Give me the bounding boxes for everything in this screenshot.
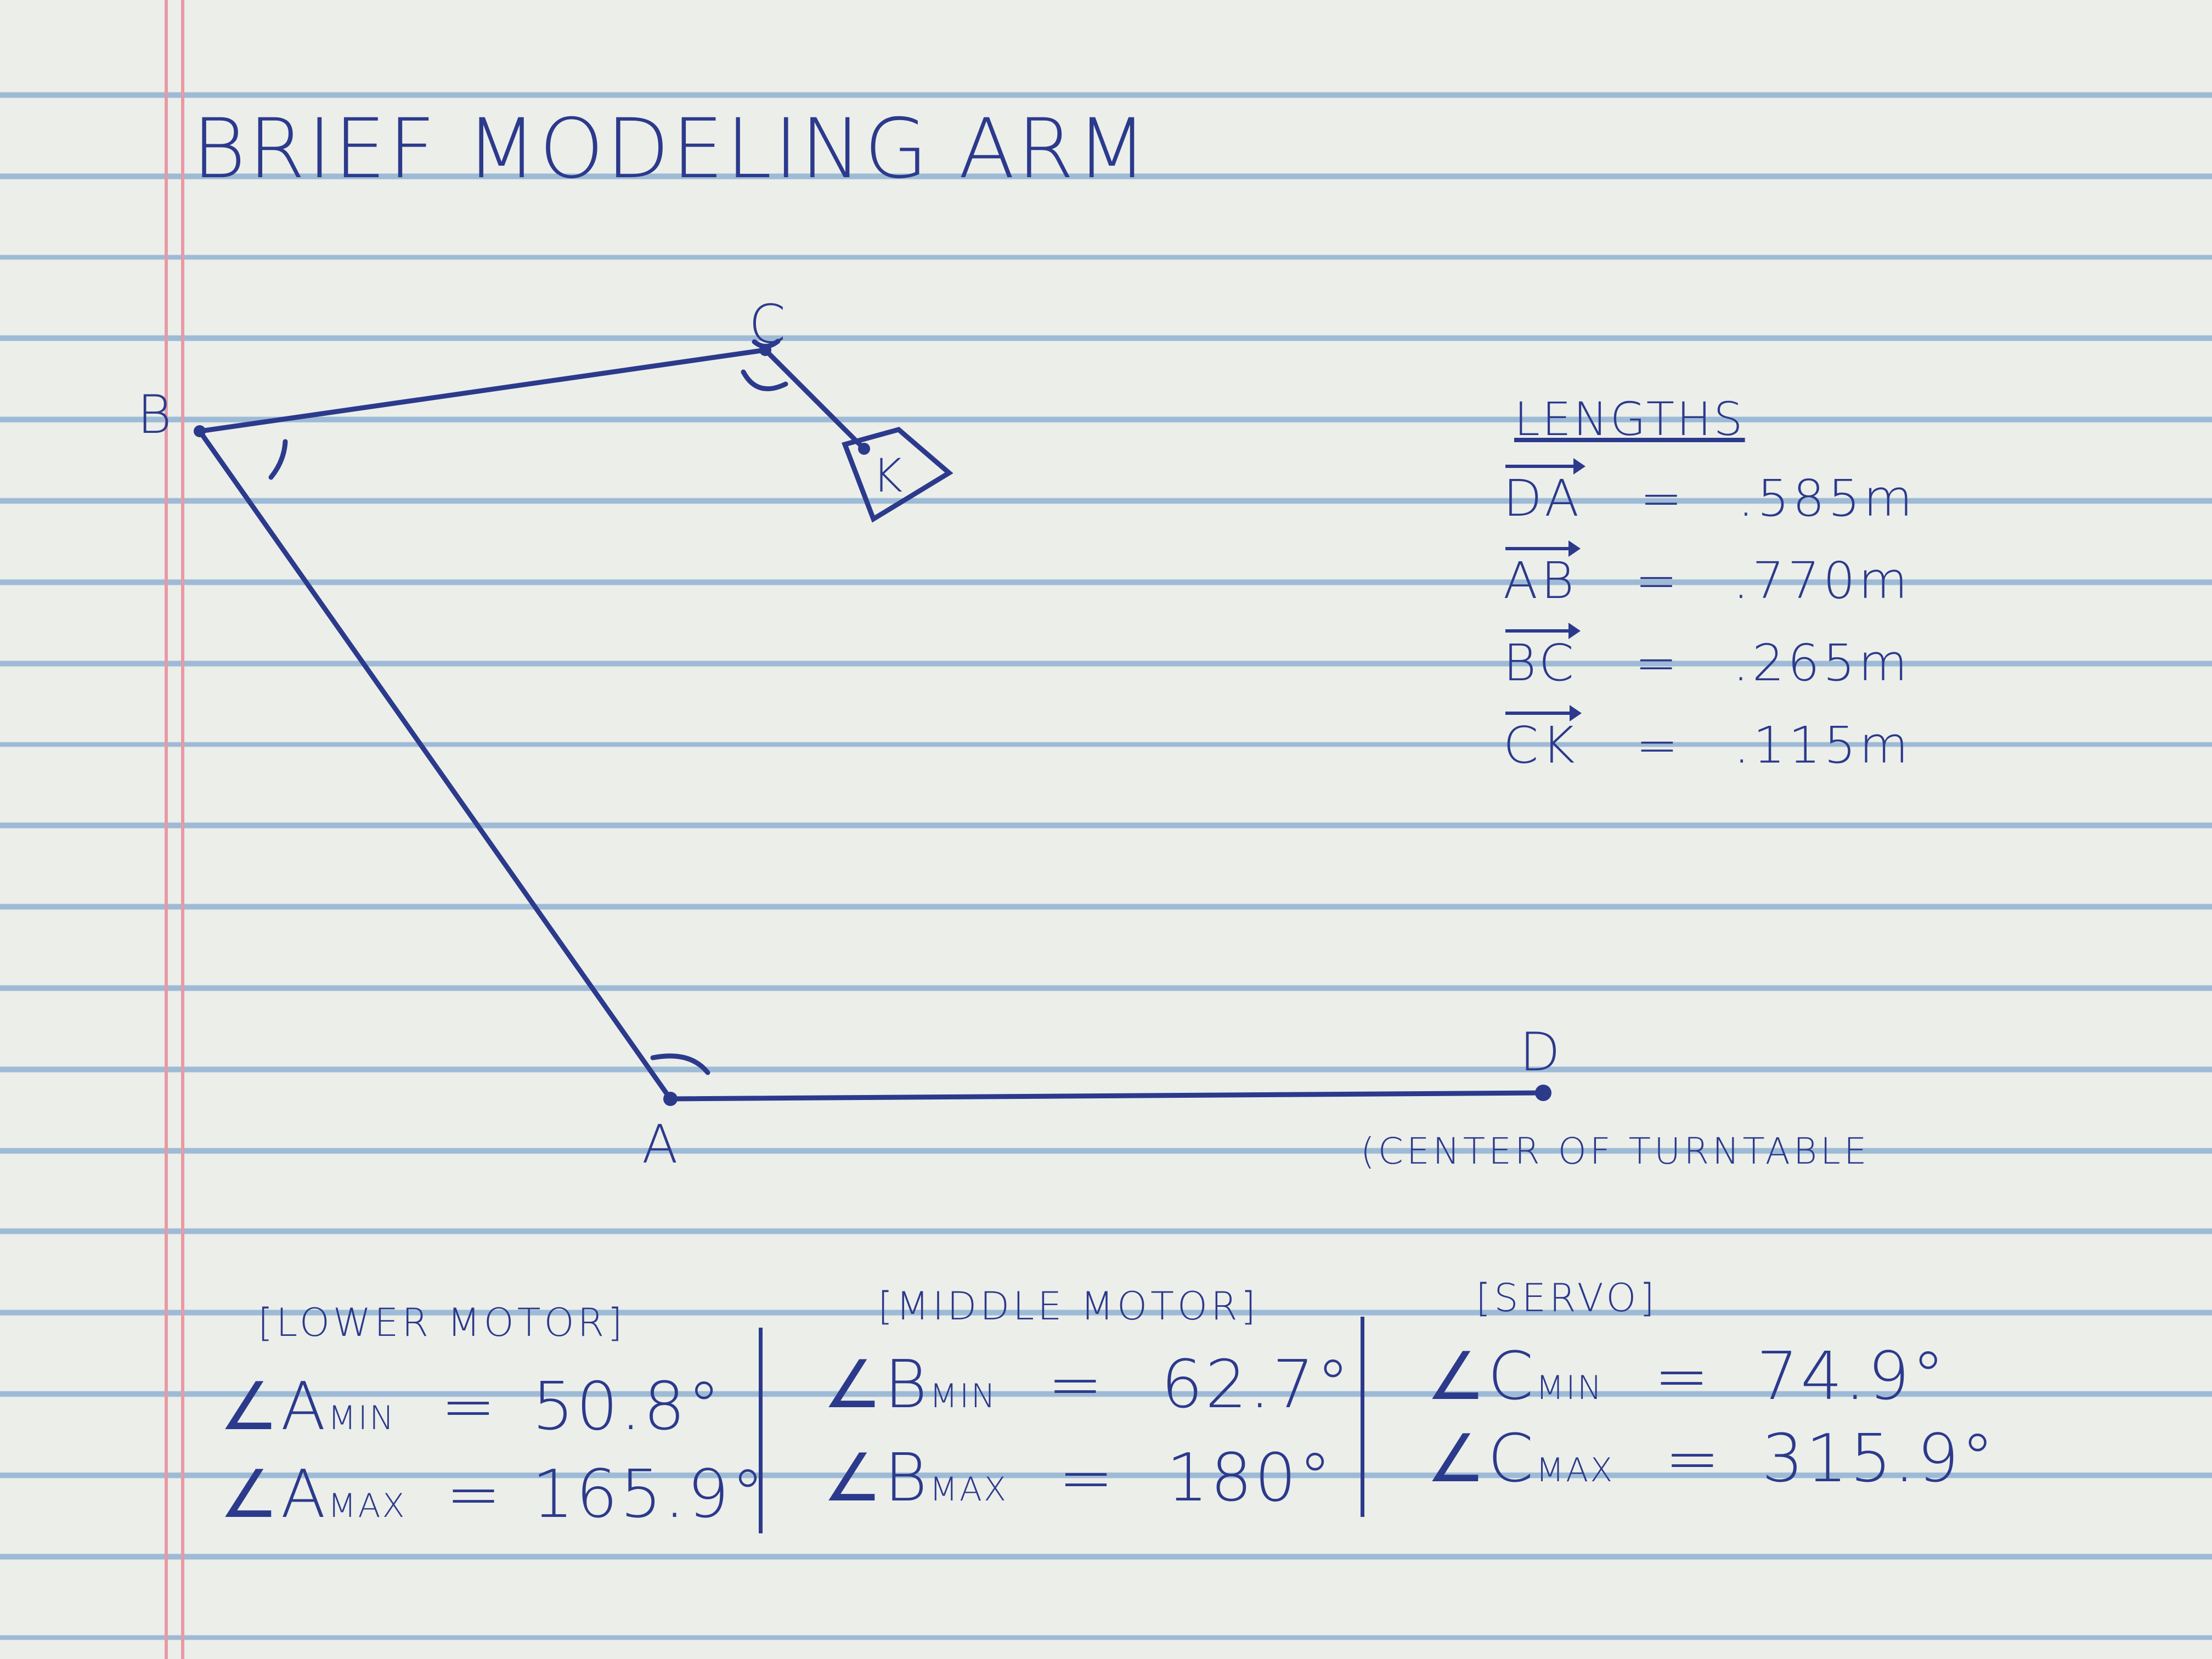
angle-a-max-sub: MAX (328, 1487, 407, 1525)
equals-sign: = (1635, 716, 1681, 775)
angle-b-max-value: 180° (1166, 1440, 1334, 1516)
angle-b-min-value: 62.7° (1161, 1347, 1352, 1423)
link-ck (763, 347, 867, 452)
angle-a-min-row: ∠AMIN = 50.8° (219, 1369, 723, 1445)
length-row-da: DA = .585m (1503, 458, 1916, 528)
length-row-ck: CK = .115m (1503, 705, 1912, 775)
angle-c-max-sub: MAX (1536, 1451, 1615, 1489)
length-row-bc: BC = .265m (1503, 623, 1911, 692)
vector-ck: CK (1503, 705, 1582, 775)
angle-c-min-value: 74.9° (1756, 1339, 1947, 1415)
angle-arc-a (650, 1053, 710, 1075)
page-title: BRIEF MODELING ARM (192, 101, 1150, 197)
angle-c-min-sub: MIN (1536, 1369, 1604, 1407)
length-row-ab: AB = .770m (1503, 540, 1911, 610)
joint-d (1535, 1085, 1551, 1101)
equals-sign: = (1635, 634, 1681, 692)
angle-b-symbol: ∠B (823, 1347, 930, 1423)
length-value-bc: .265m (1733, 634, 1911, 692)
vector-bc: BC (1503, 623, 1581, 692)
joint-b (194, 425, 206, 437)
angle-a-symbol: ∠A (219, 1457, 328, 1533)
group-heading-servo: [SERVO] (1476, 1276, 1658, 1321)
vector-ab: AB (1503, 540, 1581, 610)
angle-a-max-value: 165.9° (532, 1457, 766, 1533)
link-bc (197, 347, 768, 434)
angle-c-symbol: ∠C (1426, 1339, 1536, 1415)
angle-b-max-sub: MAX (929, 1470, 1008, 1509)
length-value-ab: .770m (1733, 551, 1911, 610)
joint-c (759, 344, 771, 356)
vector-da: DA (1503, 458, 1586, 528)
equals-sign: = (1058, 1440, 1116, 1516)
equals-sign: = (1640, 469, 1686, 528)
angle-b-max-row: ∠BMAX = 180° (823, 1440, 1334, 1516)
link-da (668, 1090, 1546, 1102)
angle-b-min-sub: MIN (929, 1377, 997, 1415)
equals-sign: = (1654, 1339, 1712, 1415)
point-label-k: K (872, 449, 903, 503)
margin-line-right (181, 0, 184, 1659)
angle-b-symbol: ∠B (823, 1440, 930, 1516)
point-label-d: D (1520, 1022, 1560, 1083)
angle-a-min-value: 50.8° (532, 1369, 723, 1445)
column-divider-2 (1361, 1317, 1364, 1517)
equals-sign: = (441, 1369, 498, 1445)
equals-sign: = (1047, 1347, 1105, 1423)
lengths-heading: LENGTHS (1514, 392, 1745, 446)
angle-a-min-sub: MIN (328, 1399, 396, 1437)
angle-c-min-row: ∠CMIN = 74.9° (1426, 1339, 1947, 1415)
angle-a-max-row: ∠AMAX = 165.9° (219, 1457, 766, 1533)
angle-b-min-row: ∠BMIN = 62.7° (823, 1347, 1352, 1423)
angle-arc-c (741, 369, 788, 392)
point-label-c: C (749, 294, 786, 355)
link-ab (197, 428, 673, 1102)
equals-sign: = (1635, 551, 1681, 610)
angle-arc-b (268, 439, 288, 480)
margin-line-left (165, 0, 168, 1659)
point-label-b: B (137, 384, 172, 445)
length-value-ck: .115m (1734, 716, 1912, 775)
turntable-note: (CENTER OF TURNTABLE (1361, 1130, 1870, 1172)
end-effector-box (842, 427, 953, 523)
angle-c-max-row: ∠CMAX = 315.9° (1426, 1421, 1996, 1497)
joint-k (858, 443, 870, 455)
point-label-a: A (642, 1114, 678, 1175)
equals-sign: = (445, 1457, 504, 1533)
angle-c-symbol: ∠C (1426, 1421, 1536, 1497)
group-heading-middle-motor: [MIDDLE MOTOR] (878, 1284, 1259, 1329)
angle-c-max-value: 315.9° (1762, 1421, 1996, 1497)
group-heading-lower-motor: [LOWER MOTOR] (258, 1300, 626, 1345)
joint-a (663, 1092, 678, 1106)
angle-a-symbol: ∠A (219, 1369, 328, 1445)
equals-sign: = (1664, 1421, 1722, 1497)
column-divider-1 (759, 1328, 763, 1533)
length-value-da: .585m (1737, 469, 1916, 528)
